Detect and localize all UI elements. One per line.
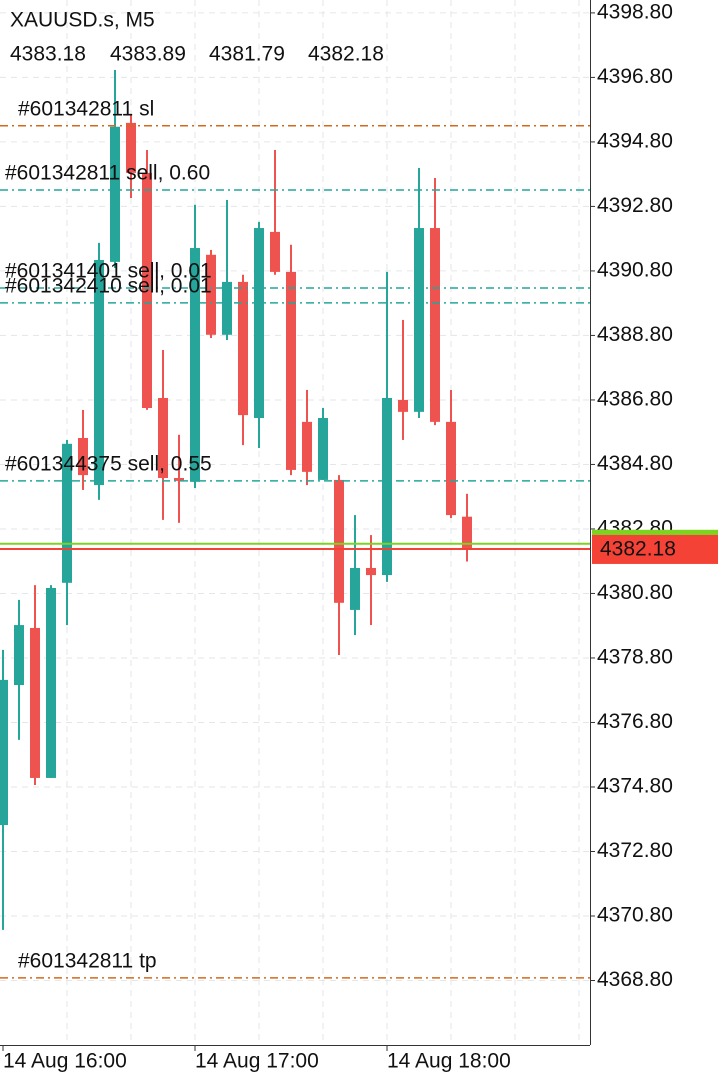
- candle-body: [318, 418, 328, 480]
- last-price-box: [592, 534, 718, 564]
- ohlc-low: 4381.79: [209, 43, 285, 66]
- y-tick-label: 4394.80: [597, 129, 673, 152]
- y-tick-label: 4384.80: [597, 452, 673, 475]
- y-tick-label: 4378.80: [597, 646, 673, 669]
- x-tick-label: 14 Aug 18:00: [387, 1050, 511, 1073]
- candle-body: [350, 567, 360, 610]
- x-tick-label: 14 Aug 16:00: [3, 1050, 127, 1073]
- candle-body: [46, 587, 56, 778]
- candle-body: [30, 627, 40, 778]
- candle-body: [302, 421, 312, 472]
- y-tick-label: 4388.80: [597, 323, 673, 346]
- candle-body: [398, 399, 408, 412]
- order-line-label: #601342410 sell, 0.01: [5, 274, 212, 297]
- ohlc-high: 4383.89: [110, 43, 186, 66]
- y-tick-label: 4380.80: [597, 581, 673, 604]
- y-tick-label: 4368.80: [597, 968, 673, 991]
- y-tick-label: 4374.80: [597, 775, 673, 798]
- y-tick-label: 4386.80: [597, 387, 673, 410]
- y-tick-label: 4398.80: [597, 0, 673, 23]
- order-line-label: #601342811 sl: [18, 97, 154, 120]
- order-line-label: #601342811 sell, 0.60: [5, 162, 210, 185]
- order-line-label: #601344375 sell, 0.55: [5, 452, 212, 475]
- last-price-label: 4382.18: [600, 537, 676, 560]
- candle-body: [238, 281, 248, 416]
- candle-body: [142, 172, 152, 409]
- y-tick-label: 4390.80: [597, 258, 673, 281]
- candle-body: [430, 228, 440, 422]
- candle-body: [254, 228, 264, 418]
- candle-body: [286, 271, 296, 470]
- candle-body: [206, 254, 216, 335]
- candle-body: [366, 567, 376, 576]
- candle-body: [446, 421, 456, 516]
- symbol-title: XAUUSD.s, M5: [10, 9, 155, 32]
- candle-body: [334, 479, 344, 603]
- order-line-label: #601342811 tp: [18, 949, 157, 972]
- ohlc-open: 4383.18: [10, 43, 86, 66]
- grid: [0, 0, 595, 1045]
- ohlc-close: 4382.18: [308, 43, 384, 66]
- candle-body: [222, 281, 232, 335]
- candle-body: [270, 231, 280, 272]
- candle-body: [0, 679, 8, 826]
- order-line-label: #601341401 sell, 0.01: [5, 260, 212, 283]
- y-tick-label: 4392.80: [597, 194, 673, 217]
- candle-body: [110, 126, 120, 262]
- plot: [0, 69, 590, 979]
- candle-body: [94, 259, 104, 486]
- candle-body: [78, 437, 88, 476]
- candle-body: [62, 443, 72, 583]
- candle-body: [382, 398, 392, 576]
- y-tick-label: 4376.80: [597, 710, 673, 733]
- candle-body: [126, 122, 136, 173]
- y-tick-label: 4370.80: [597, 904, 673, 927]
- x-tick-label: 14 Aug 17:00: [195, 1050, 319, 1073]
- candle-body: [14, 625, 24, 686]
- y-tick-label: 4372.80: [597, 839, 673, 862]
- candle-body: [414, 228, 424, 412]
- candle-body: [462, 516, 472, 549]
- candle-body: [174, 477, 184, 481]
- candle-body: [158, 398, 168, 478]
- candle-body: [190, 248, 200, 482]
- y-tick-label: 4396.80: [597, 65, 673, 88]
